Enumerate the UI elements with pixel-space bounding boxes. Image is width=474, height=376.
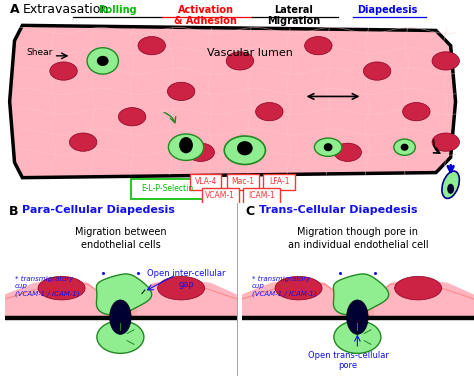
Ellipse shape <box>305 36 332 55</box>
FancyBboxPatch shape <box>227 174 258 190</box>
Ellipse shape <box>432 52 459 70</box>
Text: E-L-P-Selectin: E-L-P-Selectin <box>141 184 193 193</box>
Ellipse shape <box>395 276 442 300</box>
Ellipse shape <box>158 276 205 300</box>
FancyBboxPatch shape <box>243 188 280 204</box>
Ellipse shape <box>187 143 214 161</box>
Text: * transmigratory
cup
(VCAM-1 / ICAM-1): * transmigratory cup (VCAM-1 / ICAM-1) <box>252 276 316 297</box>
Ellipse shape <box>226 52 254 70</box>
Ellipse shape <box>97 321 144 353</box>
Ellipse shape <box>38 276 85 300</box>
Ellipse shape <box>97 56 109 66</box>
Ellipse shape <box>447 184 454 194</box>
FancyBboxPatch shape <box>190 174 221 190</box>
Text: Shear: Shear <box>26 48 53 57</box>
Text: Activation
& Adhesion: Activation & Adhesion <box>174 5 237 26</box>
Ellipse shape <box>401 144 409 151</box>
Text: Open trans-cellular
pore: Open trans-cellular pore <box>308 351 389 370</box>
Ellipse shape <box>346 300 368 334</box>
Text: Lateral
Migration: Lateral Migration <box>267 5 320 26</box>
Text: Trans-Cellular Diapedesis: Trans-Cellular Diapedesis <box>259 205 418 215</box>
Ellipse shape <box>87 48 118 74</box>
Text: LFA-1: LFA-1 <box>269 177 290 186</box>
Text: Diapedesis: Diapedesis <box>357 5 417 15</box>
Polygon shape <box>96 274 152 315</box>
Ellipse shape <box>324 143 333 151</box>
Polygon shape <box>242 299 474 317</box>
Ellipse shape <box>167 82 195 100</box>
Ellipse shape <box>109 300 131 334</box>
Ellipse shape <box>69 133 97 151</box>
Polygon shape <box>333 274 389 315</box>
Text: Para-Cellular Diapedesis: Para-Cellular Diapedesis <box>22 205 175 215</box>
Text: Extravasation: Extravasation <box>22 3 109 16</box>
Text: A: A <box>9 3 19 16</box>
Text: ICAM-1: ICAM-1 <box>248 191 275 200</box>
Ellipse shape <box>334 143 362 161</box>
FancyBboxPatch shape <box>264 174 295 190</box>
FancyBboxPatch shape <box>131 179 204 199</box>
Polygon shape <box>5 299 237 317</box>
Ellipse shape <box>255 103 283 121</box>
Ellipse shape <box>275 276 322 300</box>
Ellipse shape <box>394 139 415 155</box>
Text: * transmigratory
cup
(VCAM-1 / ICAM-1): * transmigratory cup (VCAM-1 / ICAM-1) <box>15 276 79 297</box>
Ellipse shape <box>118 108 146 126</box>
Polygon shape <box>9 26 456 178</box>
Text: C: C <box>246 205 255 218</box>
Text: Mac-1: Mac-1 <box>231 177 255 186</box>
Polygon shape <box>5 279 103 317</box>
Polygon shape <box>137 279 237 317</box>
FancyBboxPatch shape <box>202 188 239 204</box>
Text: Open inter-cellular
gap: Open inter-cellular gap <box>147 269 225 288</box>
Text: Rolling: Rolling <box>98 5 137 15</box>
Ellipse shape <box>402 103 430 121</box>
Ellipse shape <box>168 134 204 161</box>
Ellipse shape <box>364 62 391 80</box>
Text: B: B <box>9 205 18 218</box>
Ellipse shape <box>179 137 193 153</box>
Ellipse shape <box>442 171 459 199</box>
Ellipse shape <box>138 36 165 55</box>
Text: Migration between
endothelial cells: Migration between endothelial cells <box>75 227 167 250</box>
Ellipse shape <box>334 321 381 353</box>
Ellipse shape <box>224 136 265 164</box>
Text: VCAM-1: VCAM-1 <box>205 191 235 200</box>
Polygon shape <box>374 279 474 317</box>
Ellipse shape <box>314 138 342 156</box>
Text: Migration though pore in
an individual endothelial cell: Migration though pore in an individual e… <box>288 227 428 250</box>
Polygon shape <box>242 279 340 317</box>
Ellipse shape <box>50 62 77 80</box>
Ellipse shape <box>432 133 459 151</box>
Ellipse shape <box>237 141 253 155</box>
Text: Vascular lumen: Vascular lumen <box>207 48 292 58</box>
Text: VLA-4: VLA-4 <box>194 177 217 186</box>
